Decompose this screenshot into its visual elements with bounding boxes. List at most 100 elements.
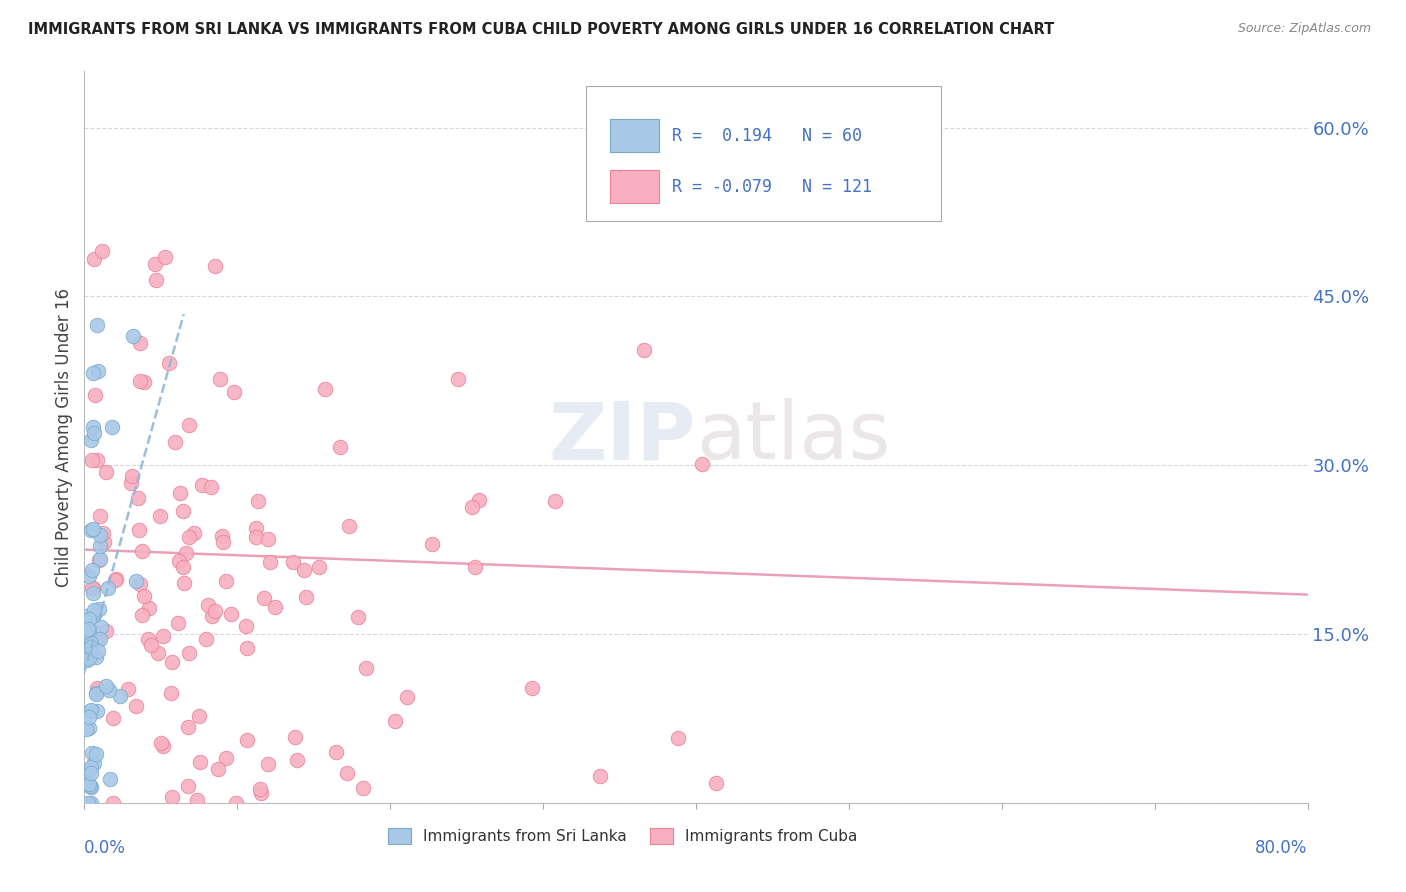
- Point: [464, 560, 486, 574]
- Point: [245, 530, 267, 544]
- Point: [125, 574, 148, 588]
- Point: [177, 646, 200, 660]
- Point: [80, 640, 103, 655]
- Point: [89, 528, 111, 542]
- Point: [98, 772, 121, 786]
- Point: [177, 779, 200, 793]
- Point: [149, 509, 172, 524]
- Point: [80, 452, 103, 467]
- Point: [460, 500, 482, 514]
- Point: [89, 509, 111, 524]
- Point: [177, 417, 200, 432]
- Point: [128, 523, 150, 537]
- Point: [245, 521, 267, 535]
- Point: [212, 534, 235, 549]
- Point: [589, 769, 612, 783]
- Point: [177, 720, 200, 734]
- Point: [337, 519, 360, 533]
- Point: [167, 615, 190, 630]
- Text: 0.0%: 0.0%: [84, 839, 127, 857]
- Point: [259, 555, 281, 569]
- Point: [91, 244, 114, 259]
- Point: [128, 576, 150, 591]
- Point: [149, 736, 172, 750]
- Point: [314, 382, 336, 396]
- Point: [103, 796, 125, 810]
- Point: [236, 732, 259, 747]
- Point: [77, 776, 100, 790]
- Point: [83, 252, 105, 266]
- Y-axis label: Child Poverty Among Girls Under 16: Child Poverty Among Girls Under 16: [55, 287, 73, 587]
- Point: [422, 537, 444, 551]
- Point: [101, 711, 124, 725]
- Point: [86, 681, 108, 696]
- Point: [80, 760, 103, 774]
- Point: [153, 250, 176, 264]
- Point: [160, 686, 183, 700]
- Point: [236, 640, 259, 655]
- Point: [77, 622, 100, 636]
- Point: [183, 526, 205, 541]
- Point: [125, 698, 148, 713]
- Legend: Immigrants from Sri Lanka, Immigrants from Cuba: Immigrants from Sri Lanka, Immigrants fr…: [382, 822, 863, 850]
- Point: [172, 559, 194, 574]
- Point: [325, 746, 347, 760]
- Point: [86, 632, 108, 647]
- Point: [131, 544, 153, 558]
- Point: [257, 532, 280, 546]
- Point: [208, 372, 231, 386]
- Point: [87, 644, 110, 658]
- Point: [82, 563, 104, 577]
- Point: [544, 493, 567, 508]
- Point: [80, 523, 103, 537]
- Point: [77, 569, 100, 583]
- Point: [204, 260, 226, 274]
- Point: [249, 787, 271, 801]
- Point: [89, 632, 111, 647]
- Text: 80.0%: 80.0%: [1256, 839, 1308, 857]
- Point: [160, 790, 183, 805]
- Point: [82, 582, 104, 596]
- Point: [136, 632, 159, 646]
- Point: [80, 703, 103, 717]
- Point: [281, 556, 304, 570]
- Point: [292, 563, 315, 577]
- Point: [77, 651, 100, 665]
- Point: [83, 425, 105, 440]
- Point: [75, 723, 97, 737]
- Point: [77, 721, 100, 735]
- Point: [347, 610, 370, 624]
- Point: [264, 600, 287, 615]
- Point: [84, 686, 107, 700]
- Point: [127, 491, 149, 505]
- Point: [80, 636, 103, 650]
- Point: [190, 478, 212, 492]
- Point: [117, 681, 139, 696]
- Point: [215, 750, 238, 764]
- Point: [94, 679, 117, 693]
- Point: [80, 780, 103, 794]
- Point: [692, 457, 714, 471]
- Point: [98, 683, 121, 698]
- Text: IMMIGRANTS FROM SRI LANKA VS IMMIGRANTS FROM CUBA CHILD POVERTY AMONG GIRLS UNDE: IMMIGRANTS FROM SRI LANKA VS IMMIGRANTS …: [28, 22, 1054, 37]
- Point: [249, 782, 271, 797]
- Point: [384, 714, 406, 728]
- Point: [77, 642, 100, 657]
- Point: [84, 747, 107, 762]
- Point: [76, 796, 98, 810]
- Point: [132, 589, 155, 603]
- Point: [129, 374, 152, 388]
- Point: [90, 620, 112, 634]
- Point: [84, 687, 107, 701]
- Text: R =  0.194   N = 60: R = 0.194 N = 60: [672, 127, 862, 145]
- Point: [82, 420, 104, 434]
- Point: [120, 475, 142, 490]
- Point: [197, 599, 219, 613]
- Point: [447, 372, 470, 386]
- Point: [146, 647, 169, 661]
- Point: [204, 603, 226, 617]
- Point: [174, 546, 197, 560]
- Point: [522, 681, 544, 695]
- Point: [83, 603, 105, 617]
- Point: [79, 643, 101, 657]
